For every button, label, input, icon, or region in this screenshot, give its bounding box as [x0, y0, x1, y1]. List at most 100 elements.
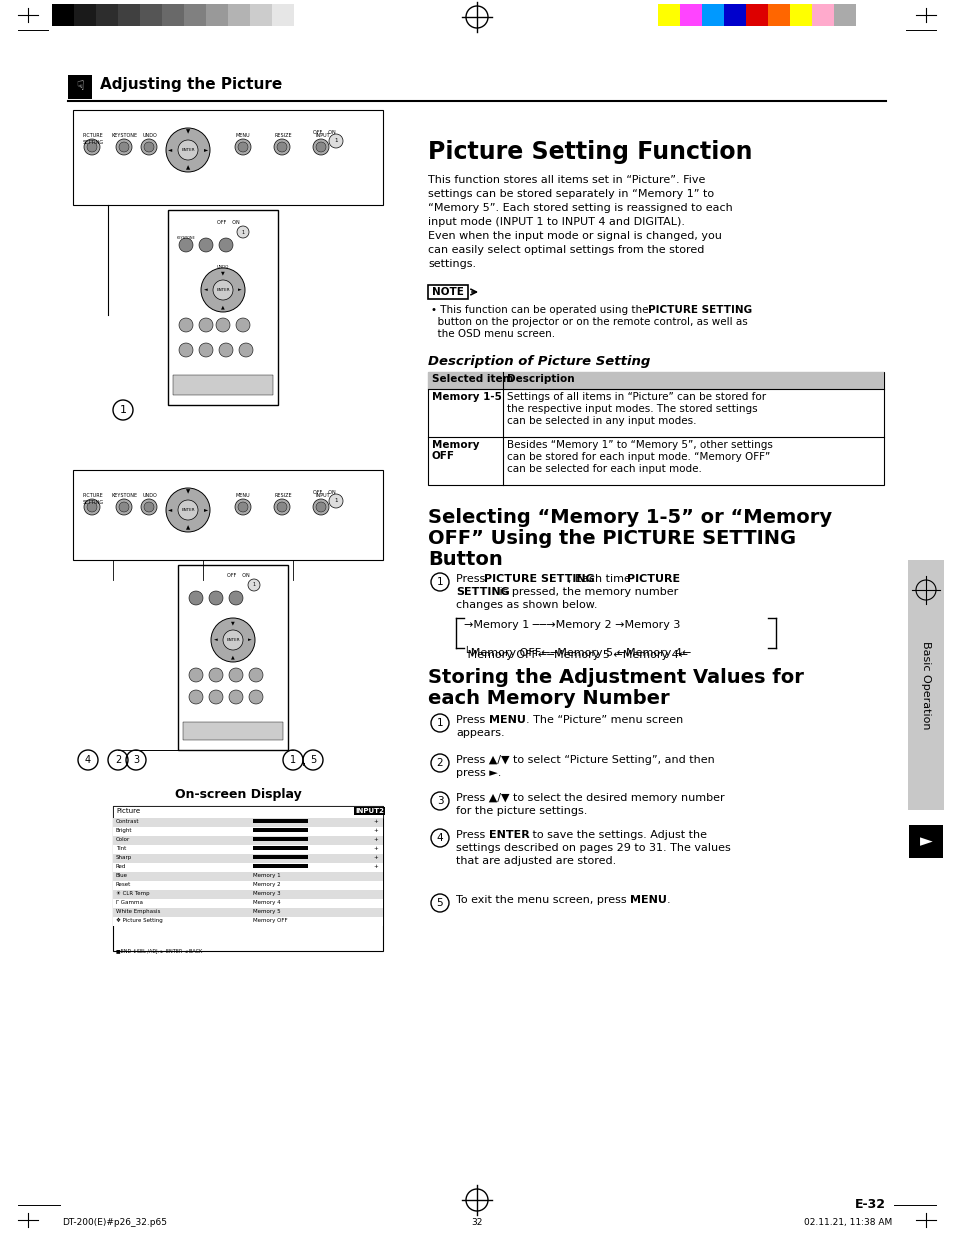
Circle shape: [236, 226, 249, 238]
Text: ►: ►: [204, 147, 208, 152]
Text: Even when the input mode or signal is changed, you: Even when the input mode or signal is ch…: [428, 231, 721, 241]
Circle shape: [199, 317, 213, 332]
Text: +: +: [373, 855, 377, 860]
Text: can easily select optimal settings from the stored: can easily select optimal settings from …: [428, 245, 703, 254]
Text: Press ▲/▼ to select “Picture Setting”, and then: Press ▲/▼ to select “Picture Setting”, a…: [456, 755, 714, 764]
Text: Red: Red: [116, 864, 126, 869]
Bar: [118, 4, 140, 26]
Text: Description of Picture Setting: Description of Picture Setting: [428, 354, 650, 368]
Text: OFF    ON: OFF ON: [227, 573, 249, 578]
Circle shape: [313, 499, 329, 515]
Circle shape: [249, 668, 263, 682]
Bar: [112, 836, 248, 845]
Text: ◄: ◄: [168, 147, 172, 152]
Text: ENTER: ENTER: [226, 638, 239, 642]
Circle shape: [315, 142, 326, 152]
Text: +: +: [373, 827, 377, 832]
Text: ■END ↕SEL /ADJ. ► ENTER ◄ BACK: ■END ↕SEL /ADJ. ► ENTER ◄ BACK: [116, 948, 202, 953]
Text: Picture Setting Function: Picture Setting Function: [428, 140, 752, 164]
Text: the OSD menu screen.: the OSD menu screen.: [431, 329, 555, 338]
Bar: [248, 918, 382, 926]
Text: Memory 5: Memory 5: [253, 909, 280, 914]
Bar: [162, 4, 184, 26]
Text: “Memory 5”. Each stored setting is reassigned to each: “Memory 5”. Each stored setting is reass…: [428, 203, 732, 212]
Text: ▼: ▼: [186, 489, 190, 494]
Bar: [73, 471, 382, 559]
Text: Memory 1-5: Memory 1-5: [432, 391, 501, 403]
Text: is pressed, the memory number: is pressed, the memory number: [496, 587, 678, 597]
Circle shape: [179, 238, 193, 252]
Text: MENU: MENU: [630, 895, 666, 905]
Text: 1: 1: [436, 577, 443, 587]
Text: Besides “Memory 1” to “Memory 5”, other settings: Besides “Memory 1” to “Memory 5”, other …: [506, 440, 772, 450]
Text: SETTING: SETTING: [82, 500, 104, 505]
Text: To exit the menu screen, press: To exit the menu screen, press: [456, 895, 630, 905]
Text: Contrast: Contrast: [116, 819, 139, 824]
Text: Settings of all items in “Picture” can be stored for: Settings of all items in “Picture” can b…: [506, 391, 765, 403]
Text: ▲: ▲: [186, 165, 190, 170]
Bar: [112, 845, 248, 853]
Text: SETTING: SETTING: [456, 587, 509, 597]
Text: Button: Button: [428, 550, 502, 569]
Text: Press: Press: [456, 715, 488, 725]
Bar: [723, 4, 745, 26]
Bar: [253, 846, 308, 850]
Text: PICTURE: PICTURE: [83, 133, 103, 138]
Text: OFF: OFF: [432, 451, 455, 461]
Text: 5: 5: [310, 755, 315, 764]
Text: ENTER: ENTER: [216, 288, 230, 291]
Circle shape: [189, 592, 203, 605]
Text: +: +: [373, 846, 377, 851]
Circle shape: [313, 140, 329, 156]
Bar: [112, 863, 248, 872]
Text: can be selected for each input mode.: can be selected for each input mode.: [506, 464, 701, 474]
Bar: [272, 4, 294, 26]
Bar: [96, 4, 118, 26]
Bar: [112, 899, 248, 908]
Bar: [428, 372, 883, 485]
Text: ,: ,: [125, 753, 129, 767]
Text: the respective input modes. The stored settings: the respective input modes. The stored s…: [506, 404, 757, 414]
Circle shape: [141, 499, 157, 515]
Text: ▲: ▲: [221, 305, 225, 310]
Text: Sharp: Sharp: [116, 855, 132, 860]
Text: button on the projector or on the remote control, as well as: button on the projector or on the remote…: [431, 317, 747, 327]
Text: └Memory OFF←─Memory 5 ←Memory 4←: └Memory OFF←─Memory 5 ←Memory 4←: [463, 646, 691, 658]
Text: PICTURE SETTING: PICTURE SETTING: [647, 305, 751, 315]
Bar: [701, 4, 723, 26]
Bar: [184, 4, 206, 26]
Circle shape: [199, 343, 213, 357]
Text: Picture: Picture: [116, 808, 140, 814]
Circle shape: [209, 668, 223, 682]
Text: NOTE: NOTE: [432, 287, 463, 296]
Circle shape: [141, 140, 157, 156]
Bar: [112, 853, 248, 863]
Text: 1: 1: [290, 755, 295, 764]
Text: Reset: Reset: [116, 882, 132, 887]
Bar: [248, 863, 382, 872]
Text: 2: 2: [114, 755, 121, 764]
Bar: [833, 4, 855, 26]
Circle shape: [189, 668, 203, 682]
Text: . The “Picture” menu screen: . The “Picture” menu screen: [525, 715, 682, 725]
Text: Color: Color: [116, 837, 131, 842]
Bar: [253, 837, 308, 841]
Bar: [248, 836, 382, 845]
Bar: [250, 4, 272, 26]
Bar: [248, 827, 382, 836]
Text: Storing the Adjustment Values for: Storing the Adjustment Values for: [428, 668, 803, 687]
Circle shape: [219, 238, 233, 252]
Bar: [767, 4, 789, 26]
Circle shape: [219, 343, 233, 357]
Bar: [112, 918, 248, 926]
Text: ►: ►: [204, 508, 208, 513]
Circle shape: [249, 690, 263, 704]
Text: 1: 1: [253, 583, 255, 588]
Text: +: +: [373, 864, 377, 869]
Text: 5: 5: [436, 898, 443, 908]
Circle shape: [119, 501, 129, 513]
Text: +: +: [373, 837, 377, 842]
Text: ,: ,: [301, 753, 306, 767]
Text: Memory OFF: Memory OFF: [253, 918, 287, 923]
Circle shape: [329, 494, 343, 508]
